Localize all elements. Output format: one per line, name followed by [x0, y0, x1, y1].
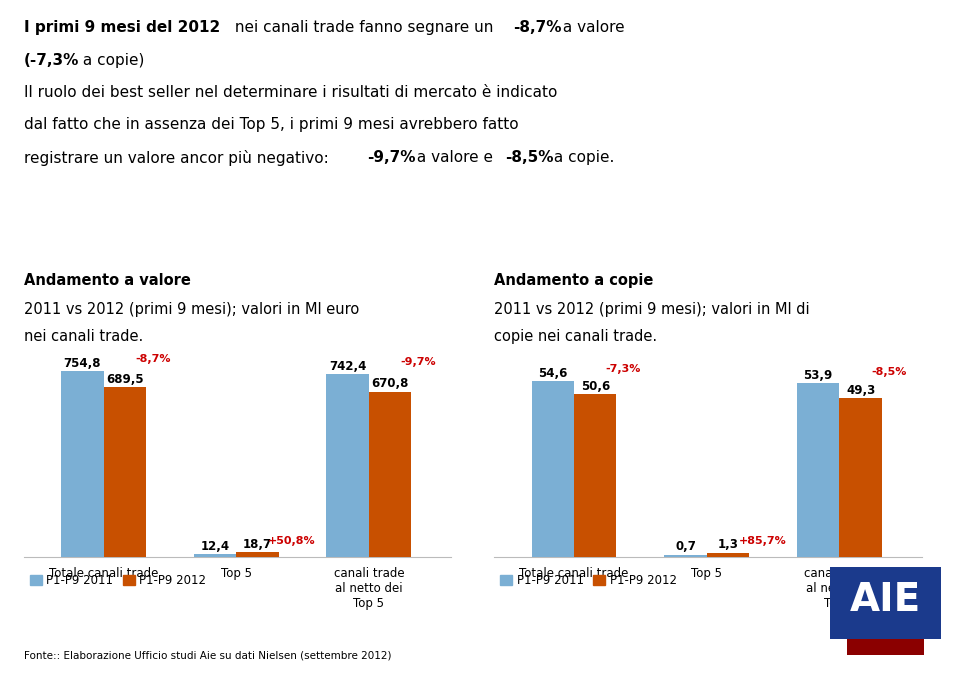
Text: -8,7%: -8,7% [514, 20, 563, 35]
Bar [369, 392, 412, 557]
Text: a copie.: a copie. [549, 150, 614, 165]
Bar [236, 552, 278, 557]
Text: 0,7: 0,7 [675, 541, 696, 554]
Text: nei canali trade.: nei canali trade. [24, 329, 143, 344]
Legend: P1-P9 2011, P1-P9 2012: P1-P9 2011, P1-P9 2012 [30, 574, 206, 587]
Text: copie nei canali trade.: copie nei canali trade. [494, 329, 658, 344]
Bar [61, 371, 104, 557]
Text: +50,8%: +50,8% [268, 535, 316, 545]
Bar [574, 394, 616, 557]
Text: AIE: AIE [850, 581, 922, 620]
Legend: P1-P9 2011, P1-P9 2012: P1-P9 2011, P1-P9 2012 [500, 574, 677, 587]
Text: -9,7%: -9,7% [367, 150, 416, 165]
Text: dal fatto che in assenza dei Top 5, i primi 9 mesi avrebbero fatto: dal fatto che in assenza dei Top 5, i pr… [24, 117, 518, 132]
Text: a valore: a valore [558, 20, 624, 35]
Bar [194, 554, 236, 557]
Bar [664, 555, 707, 557]
Text: 689,5: 689,5 [106, 373, 144, 386]
Text: I primi 9 mesi del 2012: I primi 9 mesi del 2012 [24, 20, 220, 35]
Text: 2011 vs 2012 (primi 9 mesi); valori in Ml euro: 2011 vs 2012 (primi 9 mesi); valori in M… [24, 302, 359, 317]
Text: 12,4: 12,4 [201, 539, 229, 553]
Text: 50,6: 50,6 [581, 380, 610, 393]
Text: Andamento a valore: Andamento a valore [24, 273, 191, 288]
Text: -8,5%: -8,5% [505, 150, 554, 165]
Text: nei canali trade fanno segnare un: nei canali trade fanno segnare un [230, 20, 498, 35]
Bar [839, 398, 882, 557]
Text: -7,3%: -7,3% [606, 364, 641, 375]
Text: +85,7%: +85,7% [738, 536, 786, 546]
Text: 53,9: 53,9 [804, 369, 832, 382]
Text: 18,7: 18,7 [243, 538, 272, 551]
Text: -8,5%: -8,5% [871, 367, 906, 377]
Text: Il ruolo dei best seller nel determinare i risultati di mercato è indicato: Il ruolo dei best seller nel determinare… [24, 85, 558, 100]
Bar [847, 639, 924, 655]
Bar [707, 553, 749, 557]
Text: 54,6: 54,6 [539, 367, 567, 380]
Text: 49,3: 49,3 [846, 384, 876, 397]
Text: registrare un valore ancor più negativo:: registrare un valore ancor più negativo: [24, 150, 339, 166]
Text: 670,8: 670,8 [372, 377, 409, 390]
Text: 742,4: 742,4 [329, 360, 367, 373]
Text: -9,7%: -9,7% [400, 358, 437, 367]
Text: a copie): a copie) [78, 53, 144, 68]
Text: (-7,3%: (-7,3% [24, 53, 80, 68]
Bar [104, 387, 146, 557]
Text: Andamento a copie: Andamento a copie [494, 273, 654, 288]
Text: 1,3: 1,3 [717, 539, 738, 551]
Text: -8,7%: -8,7% [135, 354, 171, 364]
Text: Fonte:: Elaborazione Ufficio studi Aie su dati Nielsen (settembre 2012): Fonte:: Elaborazione Ufficio studi Aie s… [24, 650, 392, 660]
Bar [830, 567, 941, 639]
Bar [797, 383, 839, 557]
Text: a valore e: a valore e [412, 150, 497, 165]
Text: 754,8: 754,8 [63, 357, 101, 370]
Bar [326, 374, 369, 557]
Bar [532, 381, 574, 557]
Text: 2011 vs 2012 (primi 9 mesi); valori in Ml di: 2011 vs 2012 (primi 9 mesi); valori in M… [494, 302, 810, 317]
